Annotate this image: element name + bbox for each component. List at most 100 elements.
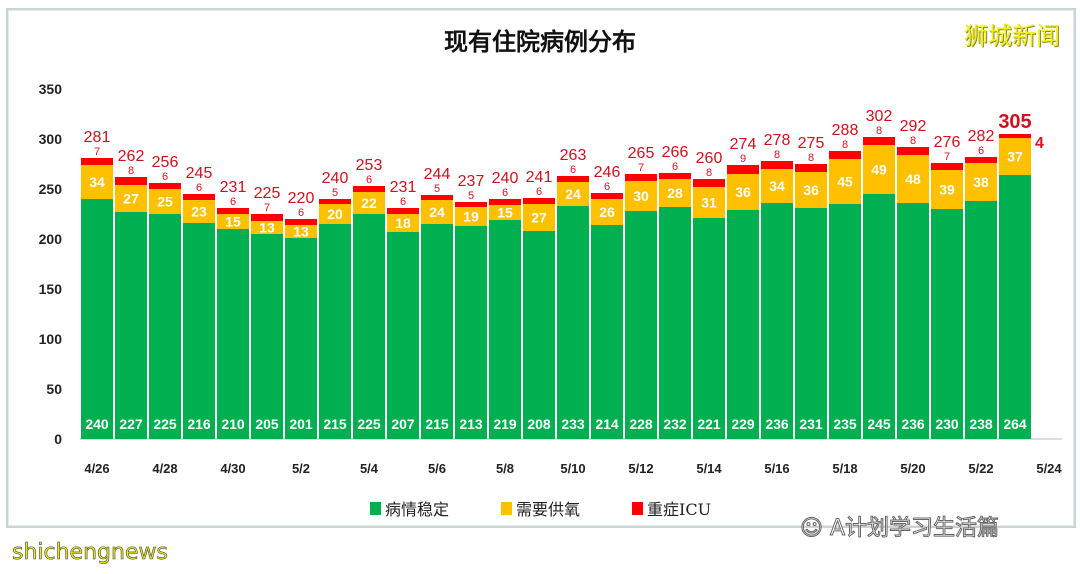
total-label: 265 [628, 145, 655, 162]
data-label-stable: 215 [323, 416, 347, 432]
data-label-oxygen: 36 [735, 184, 751, 200]
bar-segment-icu [727, 165, 759, 174]
data-label-stable: 264 [1003, 416, 1027, 432]
bar-segment-stable [693, 218, 725, 439]
total-label: 274 [730, 136, 757, 153]
bar-segment-oxygen [81, 165, 113, 199]
bar-segment-stable [387, 232, 419, 439]
data-label-icu: 7 [638, 162, 644, 174]
data-label-stable: 210 [221, 416, 245, 432]
data-label-stable: 215 [425, 416, 449, 432]
bar-segment-oxygen [761, 169, 793, 203]
bar-segment-oxygen [387, 214, 419, 232]
bar-segment-icu [591, 193, 623, 199]
data-label-icu: 4 [1035, 135, 1044, 152]
bar-segment-icu [149, 183, 181, 189]
bar-segment-oxygen [319, 204, 351, 224]
bar-segment-stable [795, 208, 827, 439]
data-label-icu: 8 [706, 167, 712, 179]
bar-segment-icu [523, 198, 555, 204]
bar-segment-stable [897, 203, 929, 439]
bar-segment-icu [863, 137, 895, 145]
bar-segment-icu [965, 157, 997, 163]
bar-segment-icu [795, 164, 827, 172]
bar-segment-stable [931, 209, 963, 439]
legend-item-stable: 病情稳定 [370, 496, 449, 520]
bar-segment-oxygen [591, 199, 623, 225]
data-label-stable: 225 [153, 416, 177, 432]
total-label: 244 [424, 166, 451, 183]
bar-segment-stable [421, 224, 453, 439]
bar-segment-icu [319, 199, 351, 204]
x-tick-label: 5/24 [1036, 461, 1062, 476]
bar-segment-stable [999, 175, 1031, 439]
total-label: 292 [900, 118, 927, 135]
data-label-icu: 8 [842, 139, 848, 151]
bar-segment-oxygen [353, 192, 385, 214]
data-label-icu: 6 [536, 186, 542, 198]
source-watermark: shichengnews [12, 540, 169, 566]
data-label-stable: 240 [85, 416, 109, 432]
bar-segment-oxygen [421, 200, 453, 224]
data-label-stable: 245 [867, 416, 891, 432]
total-label: 302 [866, 108, 893, 125]
chart-frame [6, 8, 1076, 528]
data-label-stable: 232 [663, 416, 687, 432]
data-label-stable: 236 [765, 416, 789, 432]
data-label-oxygen: 24 [429, 204, 445, 220]
bar-segment-icu [251, 214, 283, 221]
data-label-oxygen: 18 [395, 215, 411, 231]
data-label-stable: 227 [119, 416, 143, 432]
bar-segment-oxygen [183, 200, 215, 223]
data-label-icu: 8 [774, 149, 780, 161]
wechat-watermark: ☺ A计划学习生活篇 [800, 510, 1000, 542]
bar-segment-stable [489, 220, 521, 439]
data-label-stable: 231 [799, 416, 823, 432]
total-label: 220 [288, 190, 315, 207]
bar-segment-oxygen [897, 155, 929, 203]
data-label-oxygen: 23 [191, 204, 207, 220]
x-tick-label: 5/20 [900, 461, 925, 476]
chart-title: 现有住院病例分布 [444, 28, 636, 56]
y-tick-label: 350 [39, 81, 63, 97]
data-label-oxygen: 27 [123, 191, 139, 207]
wechat-icon: ☺ [800, 516, 830, 542]
data-label-icu: 6 [298, 207, 304, 219]
x-tick-label: 4/26 [84, 461, 109, 476]
bar-segment-oxygen [659, 179, 691, 207]
data-label-icu: 6 [604, 181, 610, 193]
legend-item-icu: 重症ICU [632, 496, 711, 520]
data-label-stable: 221 [697, 416, 721, 432]
data-label-oxygen: 19 [463, 209, 479, 225]
data-label-icu: 6 [672, 161, 678, 173]
data-label-icu: 8 [128, 165, 134, 177]
bar-segment-stable [965, 201, 997, 439]
bar-segment-stable [183, 223, 215, 439]
data-label-icu: 5 [332, 187, 338, 199]
bar-segment-stable [251, 234, 283, 439]
total-label: 266 [662, 144, 689, 161]
data-label-stable: 205 [255, 416, 279, 432]
data-label-icu: 6 [400, 196, 406, 208]
bar-segment-stable [761, 203, 793, 439]
data-label-icu: 7 [264, 202, 270, 214]
total-label: 282 [968, 128, 995, 145]
data-label-stable: 213 [459, 416, 483, 432]
total-label: 256 [152, 154, 179, 171]
bar-segment-oxygen [693, 187, 725, 218]
y-tick-label: 250 [39, 181, 63, 197]
bar-segment-icu [387, 208, 419, 214]
legend: 病情稳定 需要供氧 重症ICU [370, 496, 711, 520]
data-label-oxygen: 26 [599, 204, 615, 220]
bar-segment-icu [455, 202, 487, 207]
bar-segment-oxygen [523, 204, 555, 231]
data-label-icu: 8 [910, 135, 916, 147]
data-label-icu: 5 [468, 190, 474, 202]
bar-segment-stable [353, 214, 385, 439]
x-tick-label: 5/8 [496, 461, 514, 476]
data-label-stable: 229 [731, 416, 755, 432]
bar-segment-stable [591, 225, 623, 439]
data-label-oxygen: 15 [225, 214, 241, 230]
legend-label: 病情稳定 [385, 500, 450, 519]
